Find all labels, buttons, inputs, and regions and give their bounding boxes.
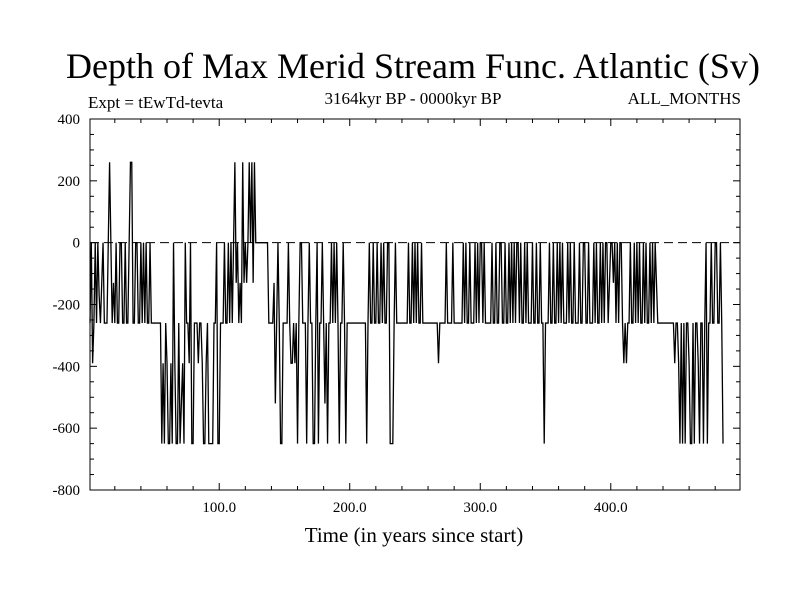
x-axis-label: Time (in years since start) bbox=[305, 523, 524, 547]
x-tick-label: 100.0 bbox=[202, 500, 236, 516]
x-tick-label: 300.0 bbox=[463, 500, 497, 516]
y-tick-label: 400 bbox=[58, 112, 81, 128]
y-tick-label: -400 bbox=[53, 359, 81, 375]
y-tick-label: 0 bbox=[73, 236, 81, 252]
y-tick-label: -200 bbox=[53, 298, 81, 314]
x-tick-label: 400.0 bbox=[594, 500, 628, 516]
x-tick-label: 200.0 bbox=[333, 500, 367, 516]
y-tick-label: -800 bbox=[53, 483, 81, 499]
series-line bbox=[89, 161, 724, 445]
experiment-label: Expt = tEwTd-tevta bbox=[88, 93, 224, 112]
y-tick-label: 200 bbox=[58, 174, 81, 190]
time-range-label: 3164kyr BP - 0000kyr BP bbox=[325, 89, 502, 108]
months-label: ALL_MONTHS bbox=[628, 89, 741, 108]
chart-title: Depth of Max Merid Stream Func. Atlantic… bbox=[66, 46, 760, 86]
y-tick-label: -600 bbox=[53, 421, 81, 437]
